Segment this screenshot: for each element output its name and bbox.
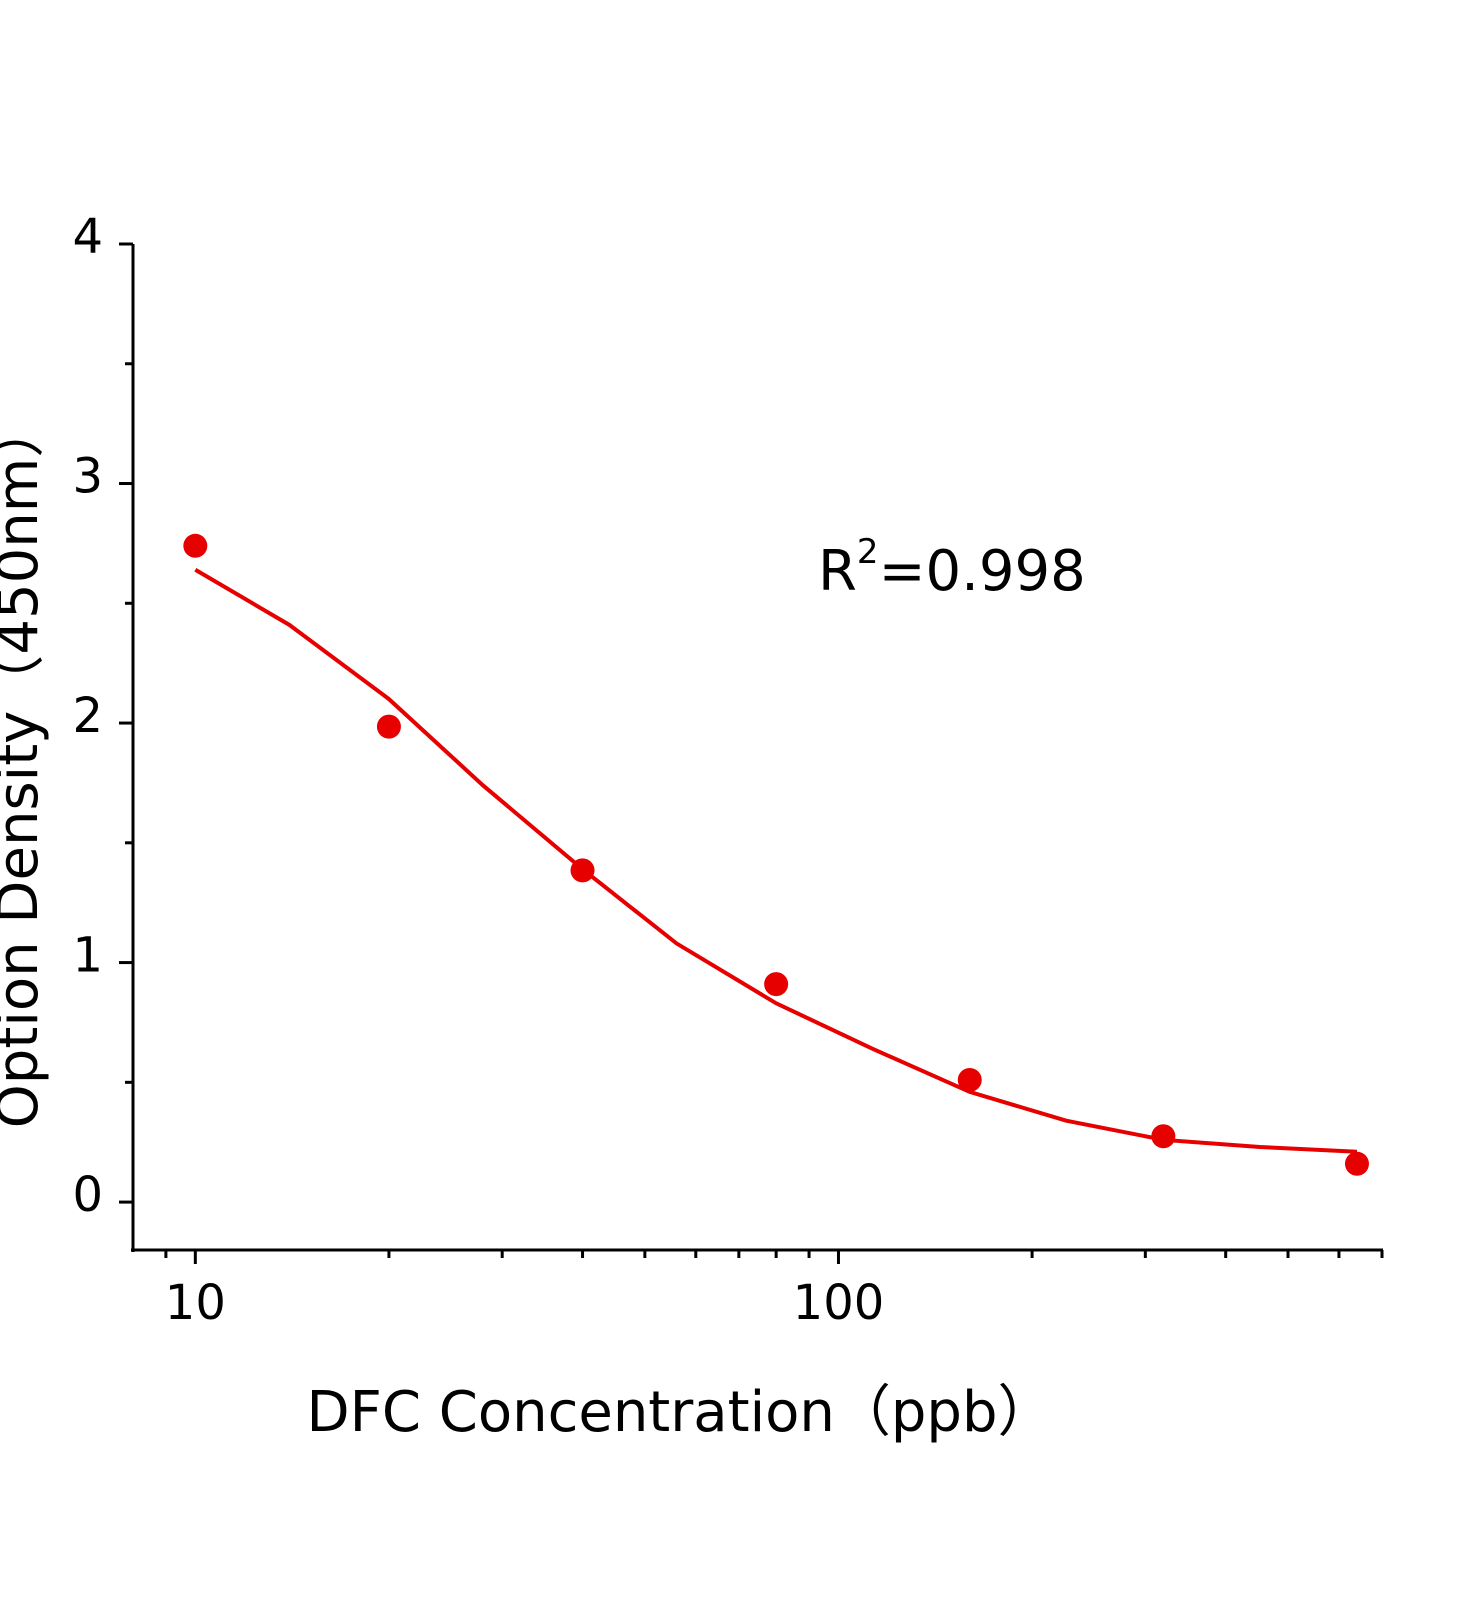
fit-curve: [194, 568, 1358, 1154]
data-point: [376, 714, 401, 739]
y-axis-label: Option Density（450nm）: [0, 402, 51, 1129]
annotation-text: R: [818, 539, 857, 604]
data-point: [957, 1067, 982, 1092]
data-point: [1344, 1151, 1369, 1176]
data-point: [1151, 1124, 1176, 1149]
y-tick-label: 4: [72, 209, 103, 265]
data-point: [570, 858, 595, 883]
x-tick-label: 100: [793, 1275, 885, 1331]
y-tick-label: 2: [72, 688, 103, 744]
y-tick-label: 3: [72, 449, 103, 505]
y-tick-label: 1: [72, 928, 103, 984]
x-tick-label: 10: [165, 1275, 226, 1331]
y-tick-label: 0: [72, 1167, 103, 1223]
annotation-text: =0.998: [879, 539, 1086, 604]
annotation: R2=0.998: [818, 532, 1086, 605]
x-axis-label: DFC Concentration（ppb）: [306, 1380, 1053, 1445]
annotation-sup: 2: [857, 532, 879, 572]
data-point: [183, 533, 208, 558]
data-point: [764, 972, 789, 997]
